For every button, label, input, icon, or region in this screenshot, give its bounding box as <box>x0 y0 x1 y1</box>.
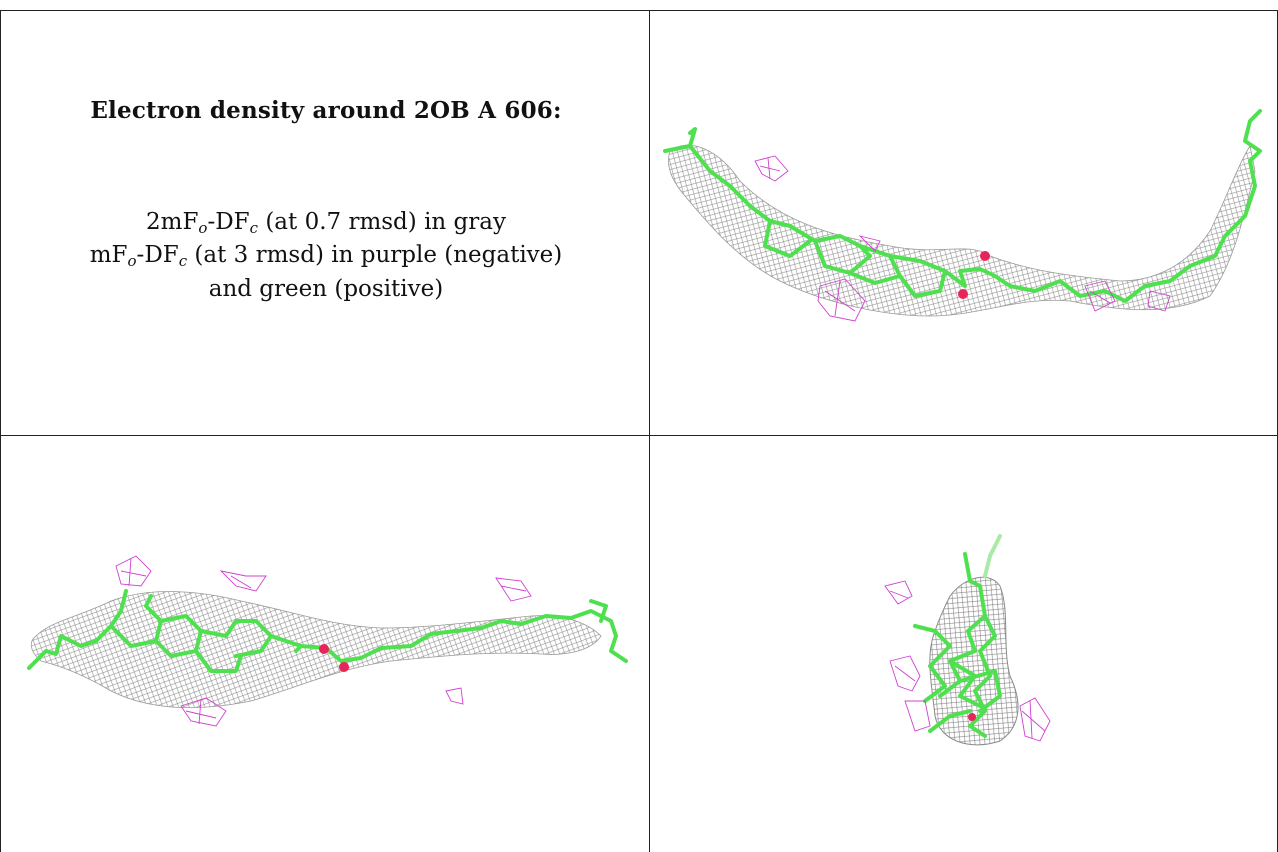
negative-density-mesh <box>115 555 532 727</box>
negative-density-mesh <box>884 580 1051 742</box>
border-middle <box>649 10 650 852</box>
border-top <box>0 10 1278 11</box>
density-mesh <box>668 144 1256 317</box>
ligand-sticks <box>913 552 1002 738</box>
negative-density-mesh <box>754 155 1171 322</box>
legend-line-3: and green (positive) <box>208 275 444 302</box>
density-mesh <box>30 591 602 708</box>
legend-line-1: 2mFo-DFc (at 0.7 rmsd) in gray <box>146 209 506 237</box>
border-row-divider <box>0 435 1278 436</box>
ligand-sticks <box>663 109 1262 303</box>
oxygen-atoms <box>319 644 349 672</box>
oxygen-atoms <box>968 713 976 721</box>
legend-text: 2mFo-DFc (at 0.7 rmsd) in gray mFo-DFc (… <box>1 206 649 305</box>
oxygen-atoms <box>958 251 990 299</box>
density-view-end-on <box>650 436 1277 852</box>
ligand-sticks <box>27 589 628 673</box>
figure-title: Electron density around 2OB A 606: <box>90 97 562 124</box>
density-mesh <box>929 576 1019 746</box>
ligand-tail-faded <box>983 534 1002 578</box>
density-view-horizontal <box>1 436 649 852</box>
caption-cell: Electron density around 2OB A 606: 2mFo-… <box>1 11 649 435</box>
density-view-bent <box>650 11 1277 435</box>
border-left <box>0 10 1 852</box>
legend-line-2: mFo-DFc (at 3 rmsd) in purple (negative) <box>89 242 563 271</box>
